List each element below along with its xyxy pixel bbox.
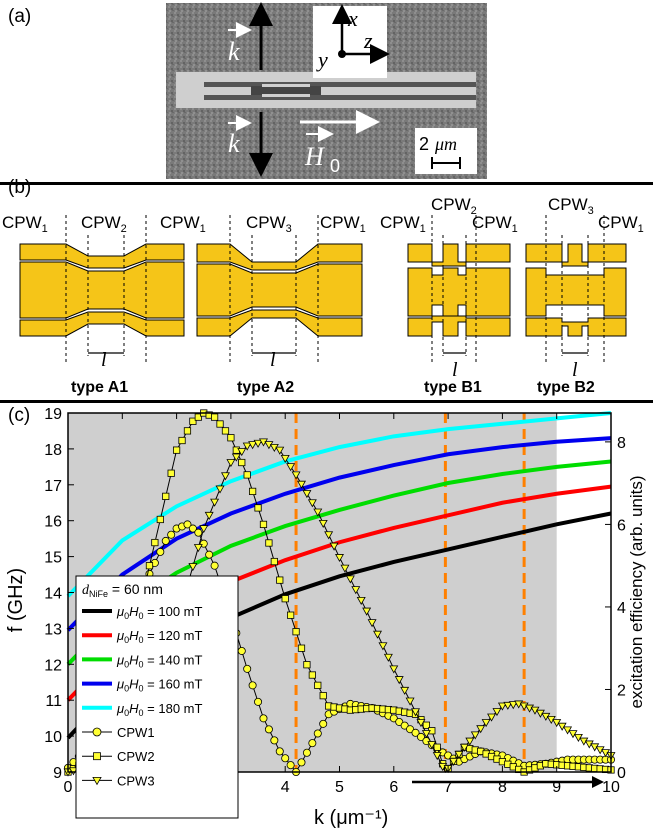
cpw2-point — [293, 629, 299, 635]
cpw1-point — [168, 531, 175, 538]
cpw2-point — [152, 539, 158, 545]
legend-label-100: μ0H0 = 100 mT — [116, 604, 202, 621]
cpw1-point — [195, 529, 202, 536]
y-tick-label: 11 — [45, 693, 62, 710]
cpw2-point — [277, 577, 283, 583]
y2-tick-label: 2 — [617, 682, 626, 699]
legend-label-cpw3: CPW3 — [117, 773, 155, 788]
y2-axis-title: excitation efficiency (arb. units) — [627, 475, 646, 708]
cpw2-point — [298, 645, 304, 651]
y-tick-label: 14 — [44, 586, 62, 603]
cpw2-point — [168, 470, 174, 476]
x-tick-label: 4 — [281, 779, 290, 796]
cpw1-point — [211, 562, 218, 569]
y-tick-label: 13 — [44, 621, 62, 638]
y-tick-label: 15 — [44, 550, 62, 567]
cpw2-point — [163, 493, 169, 499]
legend-label-cpw2: CPW2 — [117, 749, 155, 764]
cpw2-point — [249, 488, 255, 494]
cpw2-point — [271, 558, 277, 564]
cpw1-point — [157, 548, 164, 555]
cpw2-point — [228, 435, 234, 441]
cpw2-point — [244, 472, 250, 478]
y2-tick-label: 0 — [617, 765, 626, 782]
legend-label-180: μ0H0 = 180 mT — [116, 701, 202, 718]
y2-tick-label: 6 — [617, 517, 626, 534]
cpw1-point — [309, 740, 316, 747]
cpw2-point — [211, 414, 217, 420]
cpw1-point — [271, 737, 278, 744]
cpw2-point — [146, 562, 152, 568]
legend-label-140: μ0H0 = 140 mT — [116, 652, 202, 669]
cpw2-point — [309, 672, 315, 678]
legend-marker-cpw1 — [93, 728, 101, 736]
cpw2-point — [266, 540, 272, 546]
legend-label-120: μ0H0 = 120 mT — [116, 628, 202, 645]
x-tick-label: 6 — [389, 779, 398, 796]
cpw1-point — [249, 682, 256, 689]
cpw2-point — [282, 595, 288, 601]
cpw1-point — [303, 749, 310, 756]
legend-label-160: μ0H0 = 160 mT — [116, 677, 202, 694]
cpw2-point — [184, 428, 190, 434]
y-tick-label: 17 — [44, 478, 62, 495]
legend-marker-cpw2 — [94, 753, 101, 760]
cpw1-point — [244, 665, 251, 672]
y-tick-label: 12 — [44, 657, 62, 674]
cpw1-point — [162, 537, 169, 544]
cpw1-point — [314, 730, 321, 737]
cpw1-point — [260, 715, 267, 722]
cpw1-point — [238, 647, 245, 654]
cpw1-point — [276, 748, 283, 755]
y-tick-label: 9 — [53, 765, 62, 782]
cpw1-point — [206, 551, 213, 558]
x-axis-title: k (μm⁻¹) — [314, 807, 388, 829]
cpw2-point — [287, 612, 293, 618]
cpw2-point — [320, 692, 326, 698]
y2-tick-label: 4 — [617, 600, 626, 617]
cpw1-point — [254, 698, 261, 705]
cpw2-point — [157, 516, 163, 522]
cpw2-point — [239, 459, 245, 465]
cpw1-point — [282, 755, 289, 762]
y-axis-title: f (GHz) — [5, 568, 27, 632]
legend-label-cpw1: CPW1 — [117, 725, 155, 740]
cpw1-point — [320, 720, 327, 727]
cpw2-point — [255, 505, 261, 511]
y-tick-label: 18 — [44, 442, 62, 459]
cpw1-point — [265, 726, 272, 733]
y2-tick-label: 8 — [617, 435, 626, 452]
y-tick-label: 10 — [44, 729, 62, 746]
legend: dNiFe = 60 nm μ0H0 = 100 mT μ0H0 = 120 mT… — [76, 576, 238, 818]
y-tick-label: 16 — [44, 514, 62, 531]
y-tick-label: 19 — [44, 406, 62, 423]
cpw2-point — [315, 682, 321, 688]
cpw1-point — [287, 762, 294, 769]
cpw2-point — [304, 662, 310, 668]
cpw2-point — [217, 421, 223, 427]
x-tick-label: 0 — [64, 779, 73, 796]
cpw2-point — [222, 428, 228, 434]
x-tick-label: 5 — [335, 779, 344, 796]
cpw2-point — [179, 437, 185, 443]
cpw2-point — [434, 744, 440, 750]
cpw1-point — [298, 759, 305, 766]
cpw2-point — [260, 521, 266, 527]
cpw2-point — [173, 447, 179, 453]
